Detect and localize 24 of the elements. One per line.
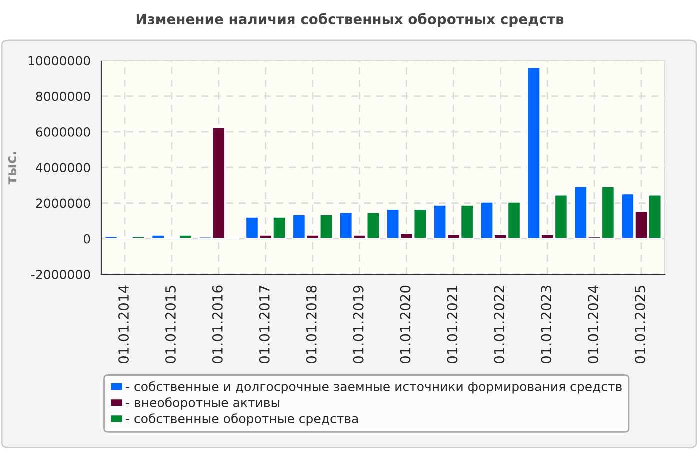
x-tick-label: 01.01.2025: [635, 286, 646, 364]
y-tick-label: 6000000: [36, 127, 90, 137]
x-tick-label: 01.01.2023: [541, 286, 552, 364]
y-tick-label: 2000000: [36, 198, 90, 208]
chart-title: Изменение наличия собственных оборотных средств: [136, 13, 564, 28]
legend-label: - собственные и долгосрочные заемные источники формирования средств: [126, 382, 622, 394]
x-tick-label: 01.01.2016: [212, 286, 223, 364]
y-tick-label: 4000000: [36, 163, 90, 173]
x-tick-label: 01.01.2018: [306, 286, 317, 364]
legend-label: - собственные оборотные средства: [126, 414, 358, 426]
legend-label: - внеоборотные активы: [126, 398, 280, 410]
y-tick-label: 8000000: [36, 92, 90, 102]
x-tick-label: 01.01.2014: [118, 286, 130, 364]
y-tick-label: 10000000: [28, 56, 90, 66]
x-tick-label: 01.01.2024: [588, 286, 599, 364]
x-tick-label: 01.01.2015: [165, 286, 176, 364]
x-tick-label: 01.01.2021: [447, 286, 458, 364]
y-tick-label: 0: [84, 234, 90, 244]
y-tick-label: -2000000: [32, 270, 90, 280]
x-tick-label: 01.01.2019: [353, 286, 364, 364]
x-tick-label: 01.01.2022: [494, 286, 505, 364]
y-axis-title: тыс.: [8, 152, 16, 185]
x-tick-label: 01.01.2020: [400, 286, 411, 364]
x-tick-label: 01.01.2017: [259, 286, 270, 364]
